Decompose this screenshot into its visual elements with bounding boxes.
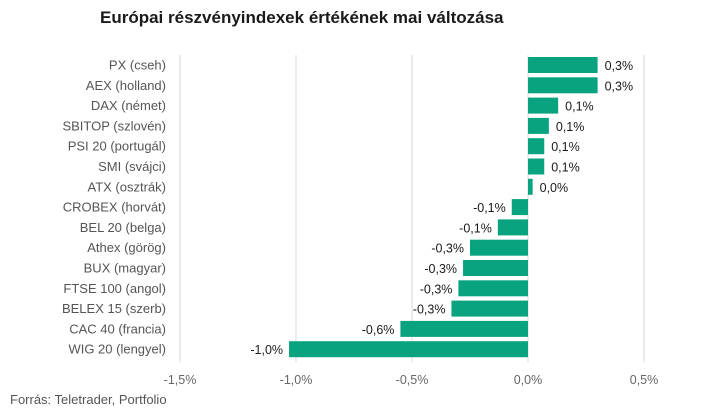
category-label: BELEX 15 (szerb): [62, 301, 166, 316]
data-label: 0,1%: [556, 120, 585, 134]
data-label: -0,3%: [420, 282, 453, 296]
data-label: 0,1%: [551, 161, 580, 175]
bar: [289, 341, 528, 358]
bar: [458, 280, 528, 297]
category-label: AEX (holland): [86, 78, 166, 93]
bar: [470, 239, 528, 256]
category-label: ATX (osztrák): [88, 179, 167, 194]
data-label: 0,0%: [540, 181, 569, 195]
category-label: DAX (német): [91, 98, 166, 113]
category-label: PSI 20 (portugál): [68, 139, 166, 154]
x-tick-label: 0,5%: [630, 373, 659, 387]
x-tick-label: -1,0%: [280, 373, 313, 387]
category-label: CAC 40 (francia): [69, 321, 166, 336]
bar: [528, 138, 545, 155]
category-label: FTSE 100 (angol): [63, 281, 166, 296]
bar: [511, 199, 528, 216]
category-label: SMI (svájci): [98, 159, 166, 174]
category-label: Athex (görög): [87, 240, 166, 255]
x-tick-label: -0,5%: [396, 373, 429, 387]
data-label: 0,1%: [565, 100, 594, 114]
data-label: 0,1%: [551, 140, 580, 154]
bar: [528, 77, 598, 94]
category-label: BEL 20 (belga): [80, 220, 166, 235]
category-label: BUX (magyar): [84, 261, 166, 276]
data-label: 0,3%: [605, 79, 634, 93]
bar: [528, 178, 533, 195]
category-label: CROBEX (horvát): [63, 200, 166, 215]
x-tick-label: 0,0%: [514, 373, 543, 387]
data-label: -0,1%: [473, 201, 506, 215]
data-label: 0,3%: [605, 59, 634, 73]
bar: [528, 117, 549, 134]
data-label: -0,6%: [362, 323, 395, 337]
data-label: -0,3%: [413, 303, 446, 317]
x-tick-label: -1,5%: [164, 373, 197, 387]
bar: [528, 158, 545, 175]
data-label: -1,0%: [250, 343, 283, 357]
data-label: -0,3%: [424, 262, 457, 276]
bar: [528, 57, 598, 73]
bar: [497, 219, 528, 236]
chart-title: Európai részvényindexek értékének mai vá…: [100, 8, 504, 27]
category-label: SBITOP (szlovén): [62, 118, 166, 133]
bar: [400, 320, 528, 337]
bar: [451, 300, 528, 317]
data-label: -0,3%: [431, 242, 464, 256]
data-label: -0,1%: [459, 221, 492, 235]
source-note: Forrás: Teletrader, Portfolio: [10, 392, 167, 407]
bar: [463, 260, 528, 276]
category-label: WIG 20 (lengyel): [68, 342, 166, 357]
bar: [528, 97, 559, 114]
category-label: PX (cseh): [109, 58, 166, 73]
